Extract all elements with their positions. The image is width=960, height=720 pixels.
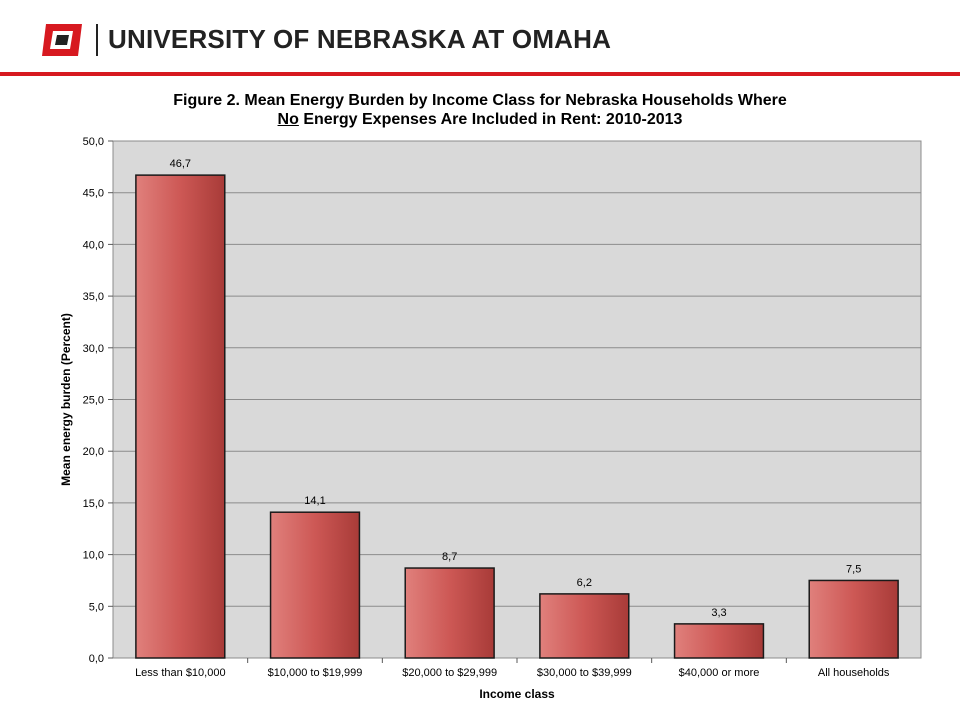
y-tick-label: 20,0	[83, 446, 104, 458]
y-tick-label: 25,0	[83, 395, 104, 407]
university-name: UNIVERSITY OF NEBRASKA AT OMAHA	[108, 24, 612, 54]
bar-value-label: 14,1	[304, 495, 325, 507]
y-tick-label: 5,0	[89, 601, 104, 613]
x-axis-title: Income class	[479, 687, 555, 701]
bar	[269, 511, 361, 659]
figure-title-line-1: Figure 2. Mean Energy Burden by Income C…	[173, 92, 787, 109]
y-axis-title: Mean energy burden (Percent)	[59, 313, 73, 486]
y-tick-label: 50,0	[83, 136, 104, 148]
bar	[404, 567, 495, 659]
y-tick-label: 35,0	[83, 291, 104, 303]
x-tick-label: $40,000 or more	[679, 667, 760, 679]
y-tick-label: 0,0	[89, 653, 104, 665]
x-tick-label: $10,000 to $19,999	[268, 667, 363, 679]
y-tick-label: 45,0	[83, 188, 104, 200]
logo-separator	[96, 24, 98, 56]
x-tick-label: All households	[818, 667, 890, 679]
y-tick-label: 30,0	[83, 343, 104, 355]
bar-value-label: 7,5	[846, 563, 861, 575]
y-tick-label: 40,0	[83, 239, 104, 251]
figure-title-line-2-rest: Energy Expenses Are Included in Rent: 20…	[298, 111, 683, 128]
bar	[808, 579, 899, 659]
bar-value-label: 8,7	[442, 551, 457, 563]
bar	[539, 593, 630, 659]
y-tick-label: 15,0	[83, 498, 104, 510]
bar	[673, 623, 765, 659]
figure-title: Figure 2. Mean Energy Burden by Income C…	[0, 91, 960, 129]
figure-title-underlined-word: No	[277, 111, 299, 128]
x-tick-label: $30,000 to $39,999	[537, 667, 632, 679]
header-red-rule	[0, 72, 960, 76]
bar-value-label: 6,2	[577, 577, 592, 589]
bar	[135, 174, 226, 659]
bar-value-label: 3,3	[711, 607, 726, 619]
y-tick-label: 10,0	[83, 550, 104, 562]
bar-value-label: 46,7	[170, 158, 191, 170]
figure-title-line-2: No Energy Expenses Are Included in Rent:…	[0, 110, 960, 129]
x-tick-label: Less than $10,000	[135, 667, 226, 679]
header-bar: UNIVERSITY OF NEBRASKA AT OMAHA	[0, 0, 960, 76]
uno-o-logo-icon	[42, 24, 82, 56]
x-tick-label: $20,000 to $29,999	[402, 667, 497, 679]
